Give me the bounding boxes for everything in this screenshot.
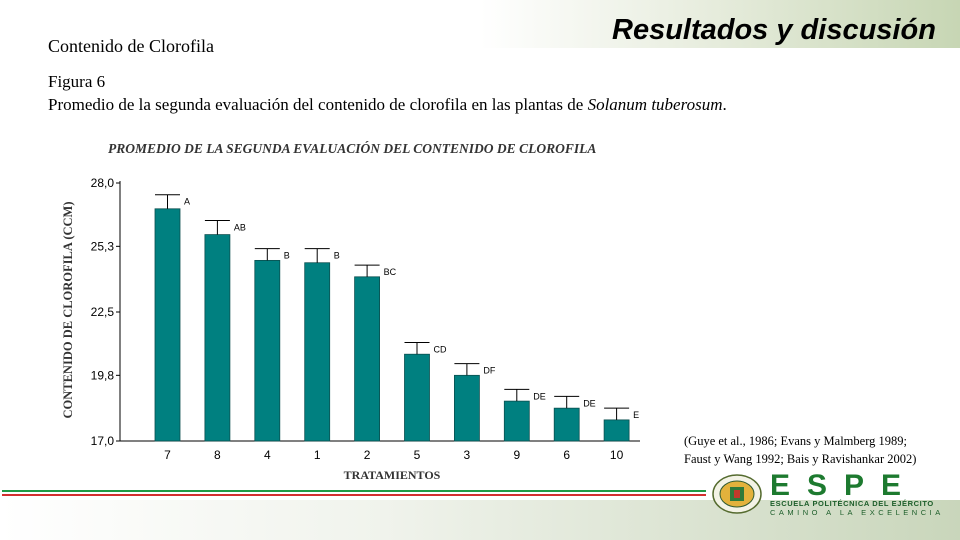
figure-caption-text: Promedio de la segunda evaluación del co… bbox=[48, 95, 584, 114]
significance-letter: DF bbox=[483, 366, 495, 376]
significance-letter: DE bbox=[583, 398, 596, 408]
x-tick-label: 9 bbox=[513, 448, 520, 462]
y-tick-label: 25,3 bbox=[91, 239, 115, 253]
significance-letter: B bbox=[284, 251, 290, 261]
bar bbox=[603, 419, 630, 442]
y-tick-label: 19,8 bbox=[91, 368, 115, 382]
bar bbox=[254, 259, 281, 442]
significance-letter: B bbox=[334, 251, 340, 261]
x-tick-label: 8 bbox=[214, 448, 221, 462]
significance-letter: BC bbox=[384, 267, 397, 277]
x-tick-label: 7 bbox=[164, 448, 171, 462]
significance-letter: AB bbox=[234, 223, 246, 233]
espe-seal-icon bbox=[712, 474, 762, 514]
y-tick-label: 22,5 bbox=[91, 305, 115, 319]
x-tick-label: 2 bbox=[364, 448, 371, 462]
chart-title: PROMEDIO DE LA SEGUNDA EVALUACIÓN DEL CO… bbox=[108, 141, 596, 156]
slide-header-title: Resultados y discusión bbox=[612, 14, 936, 46]
chart-x-axis-label: TRATAMIENTOS bbox=[344, 468, 441, 482]
y-tick-label: 28,0 bbox=[91, 176, 115, 190]
bar bbox=[503, 400, 530, 442]
x-tick-label: 6 bbox=[563, 448, 570, 462]
espe-logo-word: ESPE bbox=[770, 469, 919, 502]
figure-caption-end: . bbox=[722, 95, 727, 114]
significance-letter: CD bbox=[434, 344, 447, 354]
bar bbox=[453, 374, 480, 442]
x-tick-label: 4 bbox=[264, 448, 271, 462]
significance-letter: E bbox=[633, 410, 639, 420]
significance-letter: A bbox=[184, 197, 190, 207]
figure-caption-species: Solanum tuberosum bbox=[587, 95, 723, 114]
citation-line-1: (Guye et al., 1986; Evans y Malmberg 198… bbox=[684, 434, 907, 448]
footer-band bbox=[0, 500, 960, 540]
x-tick-label: 1 bbox=[314, 448, 321, 462]
chart-y-axis-label: CONTENIDO DE CLOROFILA (CCM) bbox=[61, 201, 75, 418]
y-tick-label: 17,0 bbox=[91, 434, 115, 448]
figure-caption: Promedio de la segunda evaluación del co… bbox=[48, 95, 727, 115]
figure-label: Figura 6 bbox=[48, 72, 106, 91]
bar bbox=[404, 353, 430, 442]
header-band bbox=[0, 0, 960, 48]
red-stripe bbox=[2, 494, 706, 496]
x-tick-label: 10 bbox=[610, 448, 624, 462]
bar bbox=[553, 407, 580, 442]
espe-logo-motto: CAMINO A LA EXCELENCIA bbox=[770, 508, 944, 517]
bar bbox=[354, 276, 381, 442]
x-tick-label: 3 bbox=[464, 448, 471, 462]
x-tick-label: 5 bbox=[414, 448, 421, 462]
bar bbox=[204, 234, 231, 442]
significance-letter: DE bbox=[533, 391, 546, 401]
citation-line-2: Faust y Wang 1992; Bais y Ravishankar 20… bbox=[684, 452, 917, 466]
citation: (Guye et al., 1986; Evans y Malmberg 198… bbox=[684, 432, 916, 468]
bar bbox=[154, 208, 181, 442]
section-title: Contenido de Clorofila bbox=[48, 36, 214, 56]
green-stripe bbox=[2, 490, 706, 492]
espe-logo-subtitle: ESCUELA POLITÉCNICA DEL EJÉRCITO bbox=[770, 499, 934, 508]
bar bbox=[304, 262, 331, 442]
